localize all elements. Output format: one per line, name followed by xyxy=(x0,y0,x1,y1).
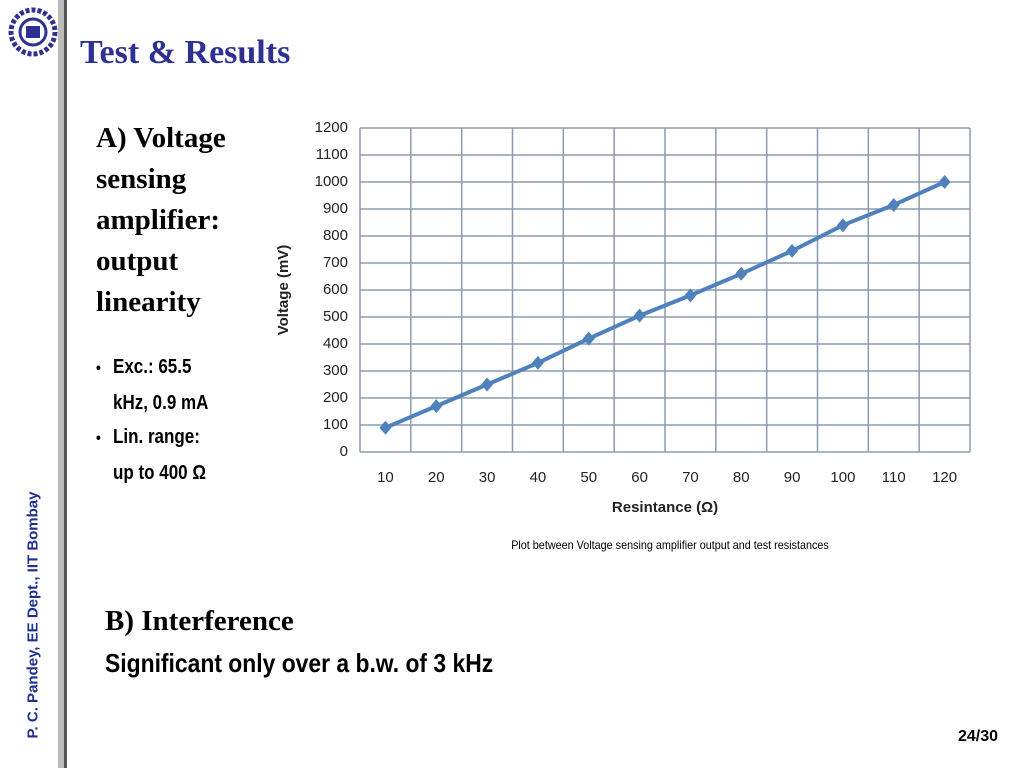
x-tick-label: 90 xyxy=(784,469,801,486)
data-point xyxy=(481,377,494,392)
divider-bar xyxy=(58,0,64,768)
x-tick-label: 20 xyxy=(428,469,445,486)
x-tick-label: 40 xyxy=(530,469,547,486)
y-tick-label: 1100 xyxy=(316,146,348,163)
data-point xyxy=(531,355,544,370)
y-tick-label: 400 xyxy=(323,335,348,352)
x-tick-label: 120 xyxy=(932,469,957,486)
data-point xyxy=(836,218,849,233)
x-axis-label: Resintance (Ω) xyxy=(612,499,718,516)
x-tick-label: 60 xyxy=(631,469,648,486)
y-tick-label: 100 xyxy=(323,416,348,433)
y-tick-label: 300 xyxy=(323,362,348,379)
data-point xyxy=(430,399,443,414)
bullet-list: Exc.: 65.5 kHz, 0.9 mA Lin. range: up to… xyxy=(96,350,211,490)
sidebar-text: P. C. Pandey, EE Dept., IIT Bombay xyxy=(24,491,42,739)
y-tick-label: 200 xyxy=(323,389,348,406)
logo-core xyxy=(26,26,40,38)
x-tick-label: 30 xyxy=(479,469,496,486)
data-point xyxy=(786,243,799,258)
data-point xyxy=(684,288,697,303)
x-tick-label: 50 xyxy=(580,469,597,486)
heading-a: A) Voltage sensing amplifier: output lin… xyxy=(96,122,226,318)
sidebar-decor xyxy=(8,0,67,768)
chart: 0 100 200 300 400 500 600 700 800 900 1000 1100 1200… xyxy=(275,119,971,516)
logo-inner xyxy=(18,17,48,47)
data-point xyxy=(887,197,900,212)
x-tick-label: 80 xyxy=(733,469,750,486)
y-tick-label: 1200 xyxy=(315,119,348,136)
logo-ring xyxy=(8,7,58,57)
chart-caption: Plot between Voltage sensing amplifier o… xyxy=(511,538,829,552)
y-tick-label: 900 xyxy=(323,200,348,217)
data-point xyxy=(938,175,951,189)
slide-title: Test & Results xyxy=(80,34,291,71)
y-tick-label: 1000 xyxy=(315,173,348,190)
heading-b: B) Interference xyxy=(105,605,294,637)
data-line xyxy=(384,180,946,430)
x-tick-label: 100 xyxy=(830,469,855,486)
y-tick-label: 600 xyxy=(323,281,348,298)
y-tick-label: 500 xyxy=(323,308,348,325)
data-point xyxy=(379,420,392,435)
data-point xyxy=(735,266,748,281)
divider-line xyxy=(64,0,67,768)
text-b: Significant only over a b.w. of 3 kHz xyxy=(105,648,494,678)
bullet: Exc.: 65.5 kHz, 0.9 mA xyxy=(96,350,211,420)
y-tick-label: 700 xyxy=(323,254,348,271)
y-axis-label: Voltage (mV) xyxy=(275,245,292,336)
y-tick-label: 0 xyxy=(340,443,348,460)
bullet: Lin. range: up to 400 Ω xyxy=(96,420,211,490)
page-number: 24/30 xyxy=(957,728,998,745)
y-tick-label: 800 xyxy=(323,227,348,244)
data-point xyxy=(633,308,646,323)
data-point xyxy=(582,331,595,346)
x-tick-label: 70 xyxy=(682,469,699,486)
x-tick-label: 110 xyxy=(882,469,906,486)
x-tick-label: 10 xyxy=(377,469,394,486)
